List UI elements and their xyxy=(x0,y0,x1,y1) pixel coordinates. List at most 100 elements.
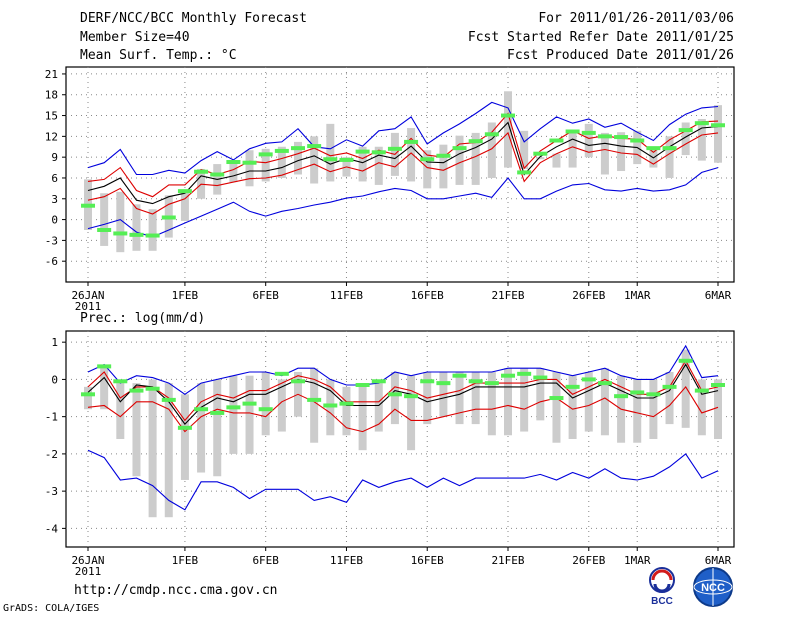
panel-1-obs-37 xyxy=(678,358,693,363)
panel-0-obs-12 xyxy=(274,148,289,153)
panel-0-box-22 xyxy=(439,144,448,189)
panel-0-line-lower xyxy=(87,131,719,215)
panel-1-obs-14 xyxy=(307,397,322,402)
panel-0-obs-7 xyxy=(194,169,209,174)
panel-0-ytick-label-8: 18 xyxy=(45,89,58,102)
panel-0-xtick-label-1: 1FEB xyxy=(172,289,199,302)
panel-1-box-20 xyxy=(407,375,416,451)
panel-1-obs-28 xyxy=(533,375,548,380)
panel-0-box-28 xyxy=(536,157,545,160)
panel-1-obs-2 xyxy=(113,379,128,384)
panel-1-frame xyxy=(65,330,735,548)
panel-1-box-17 xyxy=(358,383,367,451)
panel-1-ytick-label-0: -4 xyxy=(45,522,59,535)
panel-1-box-35 xyxy=(649,379,658,439)
temp-variable-label: Mean Surf. Temp.: °C xyxy=(80,48,237,63)
panel-0-ytick-label-3: 3 xyxy=(51,193,58,206)
panel-1-ytick-label-2: -2 xyxy=(45,448,58,461)
panel-1-box-39 xyxy=(714,379,722,439)
panel-1-obs-36 xyxy=(662,384,677,389)
panel-0-box-1 xyxy=(100,193,109,246)
panel-1-box-1 xyxy=(100,364,109,410)
panel-0-box-23 xyxy=(455,135,464,185)
prec-variable-label: Prec.: log(mm/d) xyxy=(80,311,205,326)
panel-0-ytick-label-0: -6 xyxy=(45,255,58,268)
panel-0-xtick-label-8: 6MAR xyxy=(705,289,732,302)
panel-1-box-18 xyxy=(374,383,383,432)
panel-0-obs-2 xyxy=(113,231,128,236)
panel-1-obs-12 xyxy=(274,371,289,376)
panel-0-obs-14 xyxy=(307,144,322,149)
panel-0-obs-26 xyxy=(501,113,515,118)
panel-0-box-27 xyxy=(520,130,529,169)
panel-0-box-13 xyxy=(294,141,302,175)
panel-1-obs-15 xyxy=(323,403,338,408)
panel-1-obs-30 xyxy=(565,384,580,389)
panel-1-obs-3 xyxy=(129,388,144,393)
panel-0-obs-23 xyxy=(452,146,467,151)
panel-1-box-38 xyxy=(697,379,706,436)
panel-1-xtick-label-5: 21FEB xyxy=(491,554,524,567)
panel-0-obs-0 xyxy=(81,203,95,208)
panel-1-xtick-label-2: 6FEB xyxy=(252,554,279,567)
ncc-logo: NCC xyxy=(693,567,733,607)
panel-1-xtick-label-3: 11FEB xyxy=(330,554,363,567)
panel-1-box-31 xyxy=(584,371,593,432)
panel-0-obs-4 xyxy=(145,233,160,238)
panel-0-box-24 xyxy=(471,132,480,185)
panel-1-obs-39 xyxy=(711,383,725,387)
panel-0-box-25 xyxy=(487,122,496,178)
panel-1-box-11 xyxy=(261,371,270,436)
panel-1-box-14 xyxy=(310,368,319,443)
panel-1-box-32 xyxy=(600,368,609,436)
panel-1-obs-13 xyxy=(291,379,305,384)
panel-0-box-30 xyxy=(568,132,577,168)
panel-1-line-lower xyxy=(87,385,719,433)
panel-0-xtick-label-4: 16FEB xyxy=(411,289,444,302)
panel-0-xtick-label-2: 6FEB xyxy=(252,289,279,302)
source-url[interactable]: http://cmdp.ncc.cma.gov.cn xyxy=(74,583,278,598)
panel-1-box-10 xyxy=(245,375,254,454)
panel-1-box-16 xyxy=(342,386,351,436)
panel-1-obs-4 xyxy=(145,386,160,391)
panel-1-box-34 xyxy=(633,379,642,443)
panel-1-ytick-label-1: -3 xyxy=(45,485,58,498)
panel-1-line-max xyxy=(87,344,719,395)
ncc-logo-text: NCC xyxy=(701,582,725,594)
panel-0-box-31 xyxy=(584,123,593,158)
panel-1-obs-32 xyxy=(597,381,612,386)
panel-0-obs-35 xyxy=(646,146,661,151)
panel-1-obs-17 xyxy=(355,383,370,387)
panel-0-obs-10 xyxy=(242,160,257,165)
panel-0-ytick-label-6: 12 xyxy=(45,130,58,143)
panel-1-obs-9 xyxy=(226,405,241,410)
panel-0-obs-20 xyxy=(404,139,419,144)
panel-0-obs-11 xyxy=(258,152,273,157)
panel-1-box-5 xyxy=(164,383,173,518)
panel-1-box-0 xyxy=(84,386,92,410)
panel-0-obs-24 xyxy=(468,139,483,144)
panel-0-line-upper xyxy=(87,112,719,198)
panel-1-obs-16 xyxy=(339,401,354,406)
panel-1-box-9 xyxy=(229,375,238,454)
panel-1-obs-27 xyxy=(517,371,532,376)
started-date: Fcst Started Refer Date 2011/01/25 xyxy=(467,30,734,45)
member-size: Member Size=40 xyxy=(80,30,190,45)
panel-1-obs-19 xyxy=(387,392,402,397)
panel-0-ytick-label-1: -3 xyxy=(45,234,58,247)
panel-0-obs-15 xyxy=(323,157,338,162)
panel-0-line-min xyxy=(87,167,719,238)
panel-1-obs-22 xyxy=(436,381,451,386)
panel-0-obs-16 xyxy=(339,157,354,162)
panel-1-box-19 xyxy=(390,371,399,425)
panel-1-box-27 xyxy=(520,368,529,432)
panel-0-box-11 xyxy=(261,148,270,182)
panel-1-box-24 xyxy=(471,371,480,425)
panel-0-box-2 xyxy=(116,191,125,253)
panel-1-obs-6 xyxy=(177,425,192,430)
forecast-period: For 2011/01/26-2011/03/06 xyxy=(538,11,734,26)
panel-1-obs-29 xyxy=(549,396,564,401)
panel-1-ytick-label-4: 0 xyxy=(51,373,58,386)
produced-date: Fcst Produced Date 2011/01/26 xyxy=(507,48,734,63)
panel-0-box-3 xyxy=(132,204,141,251)
